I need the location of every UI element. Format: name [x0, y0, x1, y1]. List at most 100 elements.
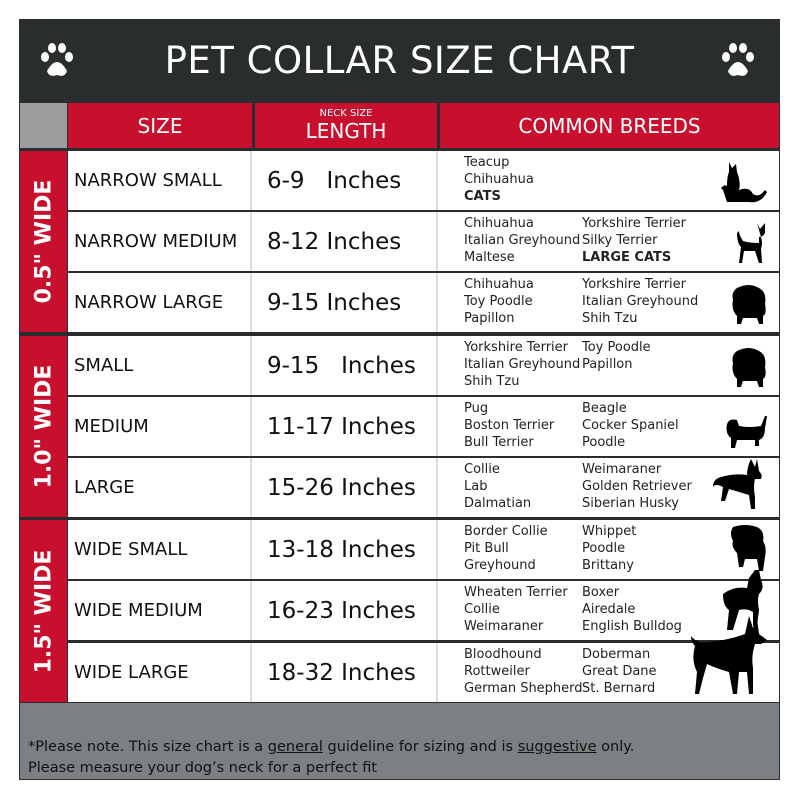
- breed-name: Chihuahua: [464, 277, 534, 292]
- breed-name: Toy Poodle: [582, 340, 651, 355]
- header-corner: [20, 103, 67, 148]
- breed-name: German Shepherd: [464, 681, 583, 696]
- size-cell: SMALL: [68, 336, 252, 395]
- size-cell: NARROW MEDIUM: [68, 212, 252, 271]
- breed-name: Weimaraner: [582, 462, 662, 477]
- header-length: NECK SIZE LENGTH: [255, 103, 437, 148]
- breed-name: Airedale: [582, 602, 636, 617]
- breed-name: Whippet: [582, 524, 637, 539]
- table-row: LARGE 15-26 Inches Collie Lab Dalmatian Wei…: [68, 458, 779, 517]
- group-label: 1.5" WIDE: [31, 549, 56, 673]
- breed-name: Poodle: [582, 541, 626, 556]
- breed-name: Yorkshire Terrier: [464, 340, 568, 355]
- group-0-5-wide: 0.5" WIDE: [20, 151, 67, 332]
- length-cell: 9-15 Inches: [254, 336, 438, 395]
- breed-name: Collie: [464, 462, 500, 477]
- breed-name: Golden Retriever: [582, 479, 692, 494]
- breed-list: Pug Boston Terrier Bull Terrier: [464, 400, 554, 451]
- note-text: *Please note. This size chart is a: [28, 739, 268, 755]
- breed-list: Wheaten Terrier Collie Weimaraner: [464, 584, 568, 635]
- breed-list: Chihuahua Toy Poodle Papillon: [464, 276, 534, 327]
- header-breeds-label: COMMON BREEDS: [518, 113, 701, 138]
- table-row: WIDE SMALL 13-18 Inches Border Collie Pit…: [68, 520, 779, 579]
- title-bar: PET COLLAR SIZE CHART: [19, 19, 780, 102]
- dachshund-icon: [723, 414, 769, 454]
- footer-note: *Please note. This size chart is a gener…: [20, 703, 779, 779]
- breed-list: Yorkshire Terrier Italian Greyhound Shih T…: [464, 339, 580, 390]
- breed-list: Doberman Great Dane St. Bernard: [582, 646, 657, 697]
- bulldog-icon: [727, 523, 769, 577]
- header-size: SIZE: [68, 103, 252, 148]
- breed-name: Italian Greyhound: [464, 233, 581, 248]
- breed-list: Yorkshire Terrier Silky Terrier LARGE CATS: [582, 215, 686, 266]
- size-chart: PET COLLAR SIZE CHART SIZE NECK SIZE LENG…: [19, 19, 780, 780]
- breed-list: Beagle Cocker Spaniel Poodle: [582, 400, 679, 451]
- breed-list: Boxer Airedale English Bulldog: [582, 584, 682, 635]
- note-text: guideline for sizing and is: [322, 739, 518, 755]
- breed-name: Dalmatian: [464, 496, 532, 511]
- breed-name: Yorkshire Terrier: [582, 216, 686, 231]
- table-row: NARROW MEDIUM 8-12 Inches Chihuahua Itali…: [68, 212, 779, 271]
- group-1-0-wide: 1.0" WIDE: [20, 336, 67, 517]
- header-length-label: LENGTH: [305, 118, 387, 143]
- breeds-cell: Chihuahua Italian Greyhound Maltese Yorkshi…: [440, 212, 779, 271]
- size-cell: WIDE LARGE: [68, 643, 252, 702]
- length-cell: 16-23 Inches: [254, 581, 438, 640]
- breed-list: Chihuahua Italian Greyhound Maltese: [464, 215, 580, 266]
- length-cell: 11-17 Inches: [254, 397, 438, 456]
- breed-list: Weimaraner Golden Retriever Siberian Husky: [582, 461, 692, 512]
- pitbull-icon: [719, 570, 769, 638]
- breed-name: Beagle: [582, 401, 627, 416]
- cat-icon: [719, 160, 769, 208]
- table-row: SMALL 9-15 Inches Yorkshire Terrier Itali…: [68, 336, 779, 395]
- breed-name: Greyhound: [464, 558, 536, 573]
- note-text: only.: [596, 739, 635, 755]
- size-cell: NARROW LARGE: [68, 273, 252, 332]
- breed-name: Papillon: [582, 357, 633, 372]
- paw-icon: [722, 43, 754, 76]
- breed-list: Bloodhound Rottweiler German Shepherd: [464, 646, 583, 697]
- length-cell: 6-9 Inches: [254, 151, 438, 210]
- breed-name: Papillon: [464, 311, 515, 326]
- pomeranian-icon: [729, 345, 769, 393]
- breed-name: Border Collie: [464, 524, 548, 539]
- breed-list: Yorkshire Terrier Italian Greyhound Shih T…: [582, 276, 698, 327]
- breeds-cell: Chihuahua Toy Poodle Papillon Yorkshire Ter…: [440, 273, 779, 332]
- size-cell: WIDE SMALL: [68, 520, 252, 579]
- group-1-5-wide: 1.5" WIDE: [20, 520, 67, 702]
- header-breeds: COMMON BREEDS: [440, 103, 779, 148]
- breeds-cell: Bloodhound Rottweiler German Shepherd Dober…: [440, 616, 779, 702]
- breed-name: Boxer: [582, 585, 620, 600]
- breeds-cell: Border Collie Pit Bull Greyhound Whippet Poo…: [440, 520, 779, 579]
- breed-name: Brittany: [582, 558, 634, 573]
- breed-list: Collie Lab Dalmatian: [464, 461, 531, 512]
- breed-name: Maltese: [464, 250, 515, 265]
- breed-list: Teacup Chihuahua CATS: [464, 154, 534, 205]
- breed-name: CATS: [464, 189, 501, 204]
- breed-name: Wheaten Terrier: [464, 585, 568, 600]
- breed-name: English Bulldog: [582, 619, 682, 634]
- chihuahua-icon: [735, 221, 769, 269]
- length-cell: 15-26 Inches: [254, 458, 438, 517]
- breed-list: Whippet Poodle Brittany: [582, 523, 636, 574]
- breed-name: Pug: [464, 401, 489, 416]
- length-cell: 9-15 Inches: [254, 273, 438, 332]
- breed-name: Lab: [464, 479, 488, 494]
- breed-name: Shih Tzu: [582, 311, 638, 326]
- breed-name: Bloodhound: [464, 647, 542, 662]
- shepherd-icon: [711, 457, 769, 515]
- breed-name: Yorkshire Terrier: [582, 277, 686, 292]
- group-label: 0.5" WIDE: [31, 179, 56, 304]
- size-cell: WIDE MEDIUM: [68, 581, 252, 640]
- table-row: WIDE MEDIUM 16-23 Inches Wheaten Terrier…: [68, 570, 779, 640]
- disclaimer: *Please note. This size chart is a gener…: [28, 737, 634, 779]
- page-title: PET COLLAR SIZE CHART: [164, 39, 635, 82]
- breed-name: Toy Poodle: [464, 294, 533, 309]
- header-length-sublabel: NECK SIZE: [319, 107, 373, 119]
- breed-name: Collie: [464, 602, 500, 617]
- breed-name: Siberian Husky: [582, 496, 679, 511]
- pomeranian-icon: [729, 282, 769, 330]
- size-cell: MEDIUM: [68, 397, 252, 456]
- breed-name: Poodle: [582, 435, 626, 450]
- breeds-cell: Collie Lab Dalmatian Weimaraner Golden Retri…: [440, 458, 779, 517]
